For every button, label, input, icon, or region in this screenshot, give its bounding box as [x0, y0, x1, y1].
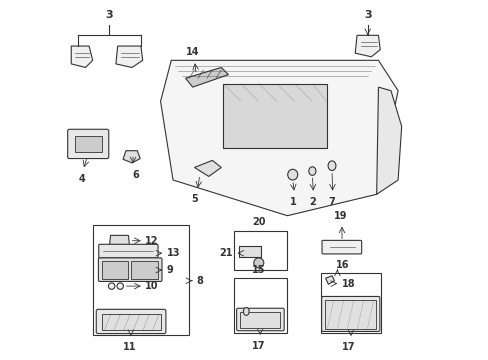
Polygon shape [109, 235, 129, 251]
Ellipse shape [308, 167, 315, 175]
Text: 19: 19 [333, 211, 347, 221]
Polygon shape [376, 87, 401, 194]
Text: 21: 21 [219, 248, 233, 258]
Polygon shape [123, 151, 140, 163]
Text: 12: 12 [145, 236, 159, 246]
Polygon shape [71, 46, 93, 67]
Ellipse shape [243, 307, 248, 315]
Text: 6: 6 [132, 170, 139, 180]
Text: 2: 2 [308, 197, 315, 207]
Text: 5: 5 [191, 194, 198, 204]
Polygon shape [223, 84, 326, 148]
Bar [102, 261, 128, 279]
Bar [325, 300, 375, 329]
Text: 8: 8 [196, 276, 203, 286]
Bar [131, 261, 158, 279]
Text: 13: 13 [166, 248, 180, 258]
Text: 1: 1 [289, 197, 296, 207]
Text: 15: 15 [251, 265, 265, 275]
Polygon shape [160, 60, 397, 216]
Text: 14: 14 [185, 47, 199, 57]
Ellipse shape [287, 169, 297, 180]
Text: 4: 4 [78, 174, 85, 184]
FancyBboxPatch shape [321, 296, 379, 332]
FancyBboxPatch shape [236, 308, 284, 331]
FancyBboxPatch shape [96, 309, 165, 334]
Text: 20: 20 [251, 217, 265, 227]
Text: 16: 16 [335, 260, 348, 270]
Text: 17: 17 [251, 342, 265, 351]
FancyBboxPatch shape [99, 244, 158, 258]
Polygon shape [116, 46, 142, 67]
Text: 3: 3 [363, 10, 371, 20]
FancyBboxPatch shape [67, 129, 108, 158]
Polygon shape [194, 160, 221, 176]
Text: 10: 10 [145, 281, 159, 291]
Text: 18: 18 [341, 279, 355, 289]
Text: 17: 17 [342, 342, 355, 352]
Bar [93, 225, 189, 336]
Polygon shape [354, 35, 380, 57]
FancyBboxPatch shape [322, 240, 361, 254]
Text: 7: 7 [328, 197, 335, 207]
Circle shape [117, 283, 123, 289]
Bar [233, 231, 286, 270]
Text: 3: 3 [105, 10, 113, 20]
Polygon shape [185, 67, 228, 87]
Bar [75, 136, 102, 152]
Ellipse shape [327, 161, 335, 171]
Bar [240, 312, 280, 328]
Text: 11: 11 [122, 342, 136, 352]
Bar [239, 246, 260, 257]
Polygon shape [325, 276, 334, 284]
FancyBboxPatch shape [98, 258, 162, 282]
Bar [233, 278, 286, 333]
Circle shape [108, 283, 115, 289]
Text: 9: 9 [166, 265, 173, 275]
Ellipse shape [253, 258, 263, 268]
Bar [102, 314, 160, 330]
Bar [321, 273, 381, 333]
